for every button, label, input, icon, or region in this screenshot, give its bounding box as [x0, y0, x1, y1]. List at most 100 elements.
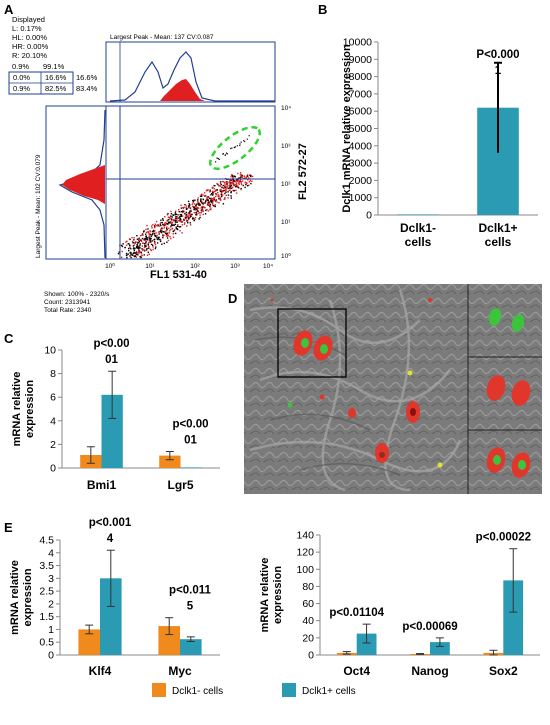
y-axis-label: mRNA relativeexpression: [11, 372, 36, 447]
flow-x-axis-label: FL1 531-40: [150, 269, 207, 281]
flow-quad-cell: 82.5%: [45, 84, 67, 93]
bar: [100, 578, 122, 655]
y-tick-label: 3000: [349, 158, 373, 170]
y-tick-label: 2: [50, 439, 56, 451]
p-value-annotation: 5: [187, 601, 194, 613]
p-value-annotation: p<0.00022: [476, 532, 531, 544]
y-axis-label: Dclk1 mRNA relative expression: [341, 44, 353, 213]
flow-y-tick-label: 10³: [281, 143, 291, 150]
legend-swatch-dclk1-neg: [152, 683, 166, 697]
y-tick-label: 0: [308, 650, 314, 662]
chart-c-bmi1-lgr5: 0 2 4 6 8 10 mRNA relativeexpression Bmi1 p<0.00…: [11, 338, 220, 492]
flow-stat-r: R: 20.10%: [12, 51, 47, 60]
p-value-annotation: p<0.00: [172, 418, 208, 430]
bar: [180, 467, 202, 468]
flow-quad-cell: 16.6%: [45, 73, 67, 82]
microscopy-zoom-box: [277, 308, 347, 378]
flow-footer-line: Total Rate: 2340: [44, 307, 92, 314]
y-tick-label: 80: [302, 581, 314, 593]
flow-left-histogram-label: Largest Peak - Mean: 102 CV:0.079: [35, 154, 42, 258]
flow-quad-cell: 83.4%: [76, 84, 98, 93]
p-value-annotation: p<0.00069: [402, 621, 457, 633]
flow-top-histogram-label: Largest Peak - Mean: 137 CV:0.087: [110, 34, 214, 41]
p-value-annotation: p<0.00: [93, 338, 129, 350]
y-tick-label: 8000: [349, 71, 373, 83]
panel-label-c: C: [4, 331, 14, 346]
legend-label-dclk1-neg: Dclk1- cells: [172, 686, 223, 697]
bar: [180, 639, 202, 655]
y-tick-label: 2000: [349, 175, 373, 187]
y-axis-label: mRNA relativeexpression: [259, 558, 284, 633]
bar: [158, 626, 180, 655]
y-tick-label: 2: [48, 598, 54, 610]
y-tick-label: 6: [50, 392, 56, 404]
microscopy-panel: [244, 284, 542, 494]
p-value-annotation: p<0.011: [169, 585, 211, 597]
flow-x-tick-label: 10³: [230, 263, 240, 270]
y-tick-label: 0.5: [39, 637, 54, 649]
flow-stat-l: L: 0.17%: [12, 24, 42, 33]
y-tick-label: 3: [48, 573, 54, 585]
category-label: Oct4: [343, 664, 370, 678]
category-label: Lgr5: [167, 478, 193, 492]
flow-gate-ellipse: [208, 126, 262, 170]
p-value-annotation: p<0.001: [89, 517, 132, 529]
p-value-annotation: P<0.000: [476, 49, 519, 61]
y-tick-label: 40: [302, 615, 314, 627]
bar: [78, 629, 100, 655]
y-tick-label: 0: [50, 463, 56, 475]
category-label: Bmi1: [87, 478, 117, 492]
legend-label-dclk1-pos: Dclk1+ cells: [302, 686, 356, 697]
panel-label-d: D: [228, 291, 237, 306]
p-value-annotation: p<0.01104: [329, 607, 384, 619]
flow-quad-cell: 0.0%: [13, 73, 30, 82]
flow-x-tick-label: 10²: [190, 263, 200, 270]
flow-x-tick-label: 10⁴: [263, 263, 273, 270]
y-tick-label: 6000: [349, 106, 373, 118]
bar: [397, 214, 439, 215]
y-tick-label: 20: [302, 632, 314, 644]
panel-label-b: B: [318, 2, 327, 17]
flow-displayed-title: Displayed: [12, 15, 45, 24]
y-tick-label: 60: [302, 598, 314, 610]
flow-x-tick-label: 10⁰: [105, 262, 115, 270]
y-tick-label: 10: [44, 345, 56, 357]
y-tick-label: 8: [50, 368, 56, 380]
y-tick-label: 3.5: [39, 560, 54, 572]
flow-y-tick-label: 10⁰: [281, 252, 291, 260]
y-axis-label: mRNA relativeexpression: [9, 560, 34, 635]
category-label: Dclk1-cells: [400, 221, 436, 249]
chart-b-dclk1-expression: 0 1000 2000 3000 4000 5000 6000 7000 8000 9000 100…: [341, 37, 538, 249]
p-value-annotation: 4: [107, 533, 114, 545]
y-tick-label: 1000: [349, 192, 373, 204]
legend: Dclk1- cells Dclk1+ cells: [152, 683, 356, 697]
category-label: Sox2: [489, 664, 518, 678]
p-value-annotation: 1: [495, 65, 502, 77]
flow-x-tick-label: 10¹: [145, 263, 155, 270]
y-tick-label: 4.5: [39, 535, 54, 547]
y-tick-label: 120: [296, 547, 314, 559]
bar: [101, 394, 123, 468]
bar: [356, 633, 377, 655]
flow-quad-cell: 16.6%: [76, 73, 98, 82]
y-tick-label: 100: [296, 564, 314, 576]
flow-y-axis-label: FL2 572-27: [297, 143, 309, 200]
flow-footer-line: Shown: 100% - 2320/s: [44, 291, 110, 298]
panel-label-e: E: [4, 520, 13, 535]
flow-quad-cell: 0.9%: [13, 84, 30, 93]
y-tick-label: 0: [366, 210, 372, 222]
flow-y-tick-label: 10¹: [281, 219, 291, 226]
flow-footer-line: Count: 2313941: [44, 299, 91, 306]
y-tick-label: 4000: [349, 140, 373, 152]
y-tick-label: 10000: [343, 37, 372, 49]
y-tick-label: 4: [48, 547, 54, 559]
bar: [430, 642, 450, 655]
p-value-annotation: 01: [105, 354, 118, 366]
flow-top-histogram-gate: [160, 79, 205, 101]
flow-stat-hr: HR: 0.00%: [12, 42, 49, 51]
y-tick-label: 5000: [349, 123, 373, 135]
flow-top-histogram-curve: [109, 51, 275, 102]
legend-swatch-dclk1-pos: [282, 683, 296, 697]
